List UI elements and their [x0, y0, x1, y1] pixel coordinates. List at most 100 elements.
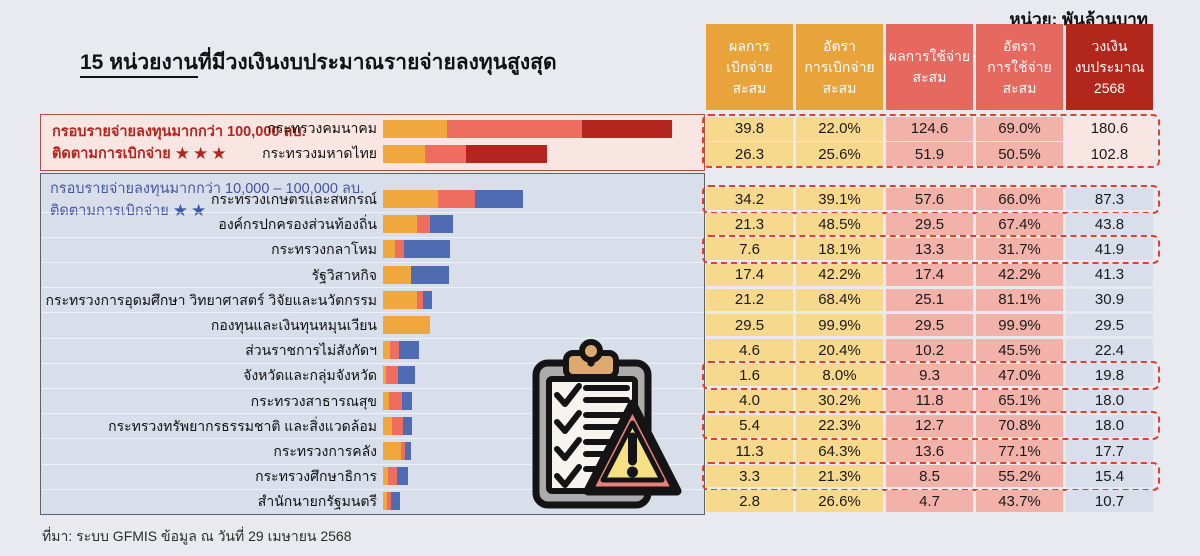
bar-segment-spent-extra — [417, 215, 431, 234]
bar-segment-spent-extra — [390, 341, 400, 360]
bar-segment-remaining — [404, 240, 451, 259]
bar-segment-remaining — [430, 215, 454, 234]
chart-row-separator — [42, 413, 703, 415]
table-header-col-1: อัตรา การเบิกจ่าย สะสม — [796, 24, 883, 110]
bar-row-label: กระทรวงศึกษาธิการ — [255, 468, 377, 485]
table-cell-spent: 29.5 — [886, 314, 973, 336]
bar-row-label: กระทรวงกลาโหม — [271, 241, 377, 258]
bar-segment-remaining — [403, 416, 412, 435]
stacked-bar — [383, 366, 415, 385]
table-cell-disbursed-rate: 22.3% — [796, 414, 883, 437]
table-cell-spent-rate: 99.9% — [976, 314, 1063, 336]
bar-row-label: องค์กรปกครองส่วนท้องถิ่น — [218, 216, 377, 233]
table-cell-budget: 102.8 — [1066, 142, 1153, 166]
table-cell-spent: 4.7 — [886, 490, 973, 513]
bar-segment-remaining — [582, 120, 672, 138]
bar-segment-disbursed — [383, 416, 392, 435]
stacked-bar — [383, 316, 431, 334]
table-cell-spent: 12.7 — [886, 414, 973, 437]
bar-segment-spent-extra — [389, 391, 402, 410]
group1-track-label: ติดตามการเบิกจ่าย — [52, 146, 171, 162]
table-cell-disbursed-rate: 25.6% — [796, 142, 883, 166]
table-cell-disbursed-rate: 64.3% — [796, 440, 883, 462]
bar-row-label: กระทรวงคมนาคม — [267, 120, 377, 136]
table-cell-disbursed-rate: 20.4% — [796, 339, 883, 362]
page-title: 15 หน่วยงานที่มีวงเงินงบประมาณรายจ่ายลงท… — [80, 46, 557, 79]
table-cell-disbursed: 1.6 — [706, 364, 793, 387]
table-cell-spent-rate: 43.7% — [976, 490, 1063, 513]
table-cell-spent-rate: 67.4% — [976, 213, 1063, 236]
stacked-bar — [383, 492, 401, 511]
table-cell-budget: 18.0 — [1066, 414, 1153, 437]
table-cell-disbursed-rate: 26.6% — [796, 490, 883, 513]
group1-label: กรอบรายจ่ายลงทุนมากกว่า 100,000 ลบ. ติดต… — [52, 122, 306, 165]
group2-range-label: กรอบรายจ่ายลงทุนมากกว่า 10,000 – 100,000… — [50, 181, 365, 197]
table-cell-spent-rate: 47.0% — [976, 364, 1063, 387]
bar-segment-disbursed — [383, 442, 402, 460]
group1-stars-icon: ★★★ — [174, 144, 230, 163]
bar-segment-disbursed — [383, 492, 388, 511]
group1-range-label: กรอบรายจ่ายลงทุนมากกว่า 100,000 ลบ. — [52, 124, 306, 140]
table-cell-disbursed-rate: 18.1% — [796, 238, 883, 261]
table-cell-spent: 57.6 — [886, 188, 973, 210]
table-cell-disbursed-rate: 39.1% — [796, 188, 883, 210]
bar-row-label: กองทุนและเงินทุนหมุนเวียน — [210, 317, 377, 333]
bar-segment-remaining — [399, 341, 419, 360]
bar-segment-remaining — [404, 442, 412, 460]
group2-stars-icon: ★★ — [172, 201, 210, 220]
bar-row-label: กระทรวงสาธารณสุข — [250, 392, 377, 409]
chart-row-separator — [42, 261, 703, 263]
table-cell-spent-rate: 77.1% — [976, 440, 1063, 462]
bar-segment-remaining — [396, 467, 408, 486]
table-cell-spent-rate: 69.0% — [976, 117, 1063, 141]
table-cell-spent-rate: 65.1% — [976, 389, 1063, 412]
bar-segment-spent-extra — [388, 467, 397, 486]
bar-row-label: รัฐวิสาหกิจ — [311, 266, 377, 283]
stacked-bar — [383, 120, 672, 138]
table-cell-spent: 13.6 — [886, 440, 973, 462]
table-cell-disbursed-rate: 99.9% — [796, 314, 883, 336]
stacked-bar — [383, 190, 523, 208]
clipboard-warning-icon — [532, 339, 682, 509]
table-cell-disbursed: 4.6 — [706, 339, 793, 362]
bar-segment-disbursed — [383, 391, 390, 410]
table-cell-disbursed: 5.4 — [706, 414, 793, 437]
table-cell-disbursed: 26.3 — [706, 142, 793, 166]
table-cell-disbursed: 21.3 — [706, 213, 793, 236]
bar-segment-disbursed — [383, 240, 396, 259]
bar-segment-spent-extra — [387, 492, 391, 511]
table-cell-spent-rate: 50.5% — [976, 142, 1063, 166]
bar-segment-spent-extra — [391, 416, 404, 435]
chart-row-separator — [42, 488, 703, 490]
chart-row-separator — [42, 312, 703, 314]
table-cell-disbursed: 3.3 — [706, 465, 793, 488]
table-cell-disbursed-rate: 22.0% — [796, 117, 883, 141]
title-underlined-part: 15 หน่วยงาน — [80, 51, 198, 78]
group2-track-label: ติดตามการเบิกจ่าย — [50, 203, 169, 219]
bar-segment-disbursed — [383, 366, 386, 385]
table-cell-spent: 13.3 — [886, 238, 973, 261]
table-cell-budget: 18.0 — [1066, 389, 1153, 412]
bar-row-label: กระทรวงเกษตรและสหกรณ์ — [211, 191, 377, 207]
table-cell-spent: 8.5 — [886, 465, 973, 488]
bar-segment-disbursed — [383, 190, 438, 208]
stacked-bar — [383, 442, 412, 460]
bar-row-label: กระทรวงทรัพยากรธรรมชาติ และสิ่งแวดล้อม — [108, 417, 377, 434]
bar-segment-remaining — [390, 492, 401, 511]
bar-segment-spent-extra — [437, 190, 476, 208]
stacked-bar — [383, 290, 433, 309]
chart-row-separator — [42, 438, 703, 440]
table-cell-disbursed: 29.5 — [706, 314, 793, 336]
table-cell-spent-rate: 81.1% — [976, 288, 1063, 311]
bar-segment-disbursed — [383, 265, 411, 284]
bar-row-label: จังหวัดและกลุ่มจังหวัด — [243, 367, 377, 384]
table-cell-budget: 41.9 — [1066, 238, 1153, 261]
table-cell-budget: 180.6 — [1066, 117, 1153, 141]
table-cell-disbursed-rate: 21.3% — [796, 465, 883, 488]
chart-row-separator — [42, 211, 703, 213]
bar-segment-spent-extra — [385, 366, 398, 385]
bar-segment-remaining — [466, 145, 548, 163]
table-cell-spent-rate: 42.2% — [976, 263, 1063, 286]
table-cell-disbursed-rate: 30.2% — [796, 389, 883, 412]
